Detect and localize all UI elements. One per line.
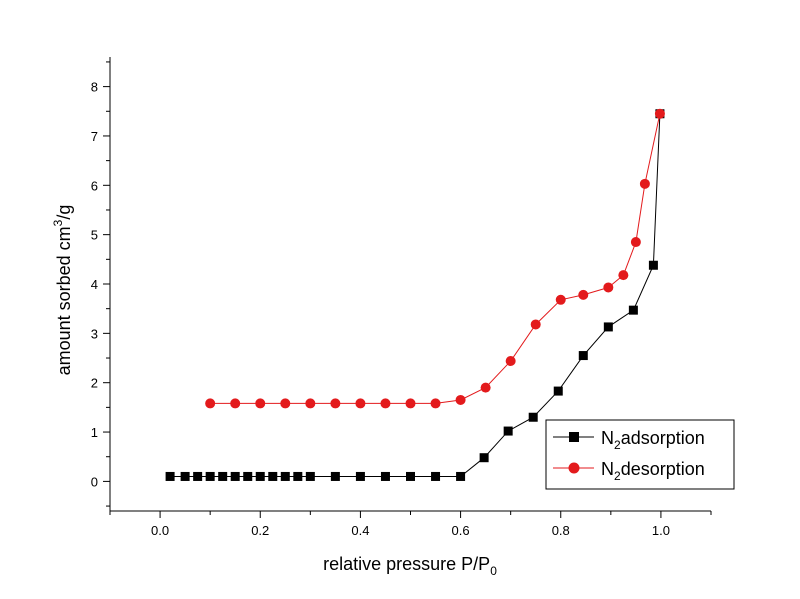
data-point-adsorption xyxy=(330,471,340,481)
data-point-adsorption xyxy=(355,471,365,481)
axes: 0.0 0.2 0.4 0.6 0.8 1.0 0 1 2 3 4 5 6 7 8 xyxy=(91,57,712,538)
data-point-desorption xyxy=(603,282,614,293)
data-point-adsorption xyxy=(280,471,290,481)
y-tick-label: 6 xyxy=(91,178,98,193)
data-point-desorption xyxy=(305,398,316,409)
data-point-adsorption xyxy=(243,471,253,481)
y-tick-label: 7 xyxy=(91,129,98,144)
data-point-adsorption xyxy=(578,351,588,361)
x-axis-title: relative pressure P/P0 xyxy=(323,554,497,578)
data-point-adsorption xyxy=(406,471,415,481)
data-point-desorption xyxy=(405,398,416,409)
data-point-desorption xyxy=(380,398,391,409)
data-point-adsorption xyxy=(305,471,315,481)
data-point-adsorption xyxy=(431,471,441,481)
legend-box xyxy=(545,419,735,490)
x-tick-label: 0.0 xyxy=(151,523,169,538)
data-point-desorption xyxy=(480,382,491,393)
data-point-adsorption xyxy=(165,471,175,481)
y-tick-label: 2 xyxy=(91,376,98,391)
legend-marker-adsorption xyxy=(569,432,579,442)
data-point-adsorption xyxy=(205,471,215,481)
data-point-adsorption xyxy=(218,471,228,481)
data-point-adsorption xyxy=(180,471,190,481)
y-axis-title: amount sorbed cm3/g xyxy=(51,205,74,376)
legend: N2adsorption N2desorption xyxy=(545,419,735,490)
data-point-desorption xyxy=(618,270,629,281)
data-point-adsorption xyxy=(255,471,265,481)
data-point-desorption xyxy=(639,178,650,189)
data-point-desorption xyxy=(455,394,466,405)
data-point-adsorption xyxy=(193,471,203,481)
y-tick-label: 5 xyxy=(91,228,98,243)
legend-marker-desorption xyxy=(568,462,580,474)
y-tick-label: 3 xyxy=(91,326,98,341)
x-tick-label: 0.6 xyxy=(452,523,470,538)
x-tick-label: 0.4 xyxy=(351,523,369,538)
series-line-desorption xyxy=(210,113,661,404)
data-point-desorption xyxy=(654,108,665,119)
data-point-desorption xyxy=(330,398,341,409)
data-point-desorption xyxy=(578,289,589,300)
data-point-adsorption xyxy=(268,471,278,481)
data-point-desorption xyxy=(230,398,241,409)
data-point-adsorption xyxy=(553,386,563,396)
data-point-adsorption xyxy=(503,426,513,436)
data-point-adsorption xyxy=(230,471,240,481)
y-tick-label: 4 xyxy=(91,277,98,292)
legend-label-desorption: N2desorption xyxy=(601,459,705,483)
x-tick-label: 0.2 xyxy=(251,523,269,538)
data-point-desorption xyxy=(255,398,266,409)
data-point-adsorption xyxy=(603,322,613,332)
y-tick-label: 0 xyxy=(91,474,98,489)
data-point-desorption xyxy=(630,237,641,248)
data-point-adsorption xyxy=(380,471,390,481)
x-tick-label: 1.0 xyxy=(652,523,670,538)
data-point-adsorption xyxy=(648,260,658,270)
data-point-adsorption xyxy=(528,412,538,422)
x-tick-label: 0.8 xyxy=(552,523,570,538)
data-point-desorption xyxy=(205,398,216,409)
series-layer xyxy=(165,108,665,481)
data-point-adsorption xyxy=(479,453,489,463)
legend-label-adsorption: N2adsorption xyxy=(601,428,705,452)
data-point-desorption xyxy=(280,398,291,409)
data-point-adsorption xyxy=(456,471,466,481)
data-point-desorption xyxy=(430,398,441,409)
data-point-adsorption xyxy=(628,305,638,315)
y-tick-label: 8 xyxy=(91,80,98,95)
y-tick-label: 1 xyxy=(91,425,98,440)
data-point-desorption xyxy=(530,319,541,330)
data-point-adsorption xyxy=(293,471,303,481)
data-point-desorption xyxy=(555,294,566,305)
data-point-desorption xyxy=(355,398,366,409)
data-point-desorption xyxy=(505,355,516,366)
